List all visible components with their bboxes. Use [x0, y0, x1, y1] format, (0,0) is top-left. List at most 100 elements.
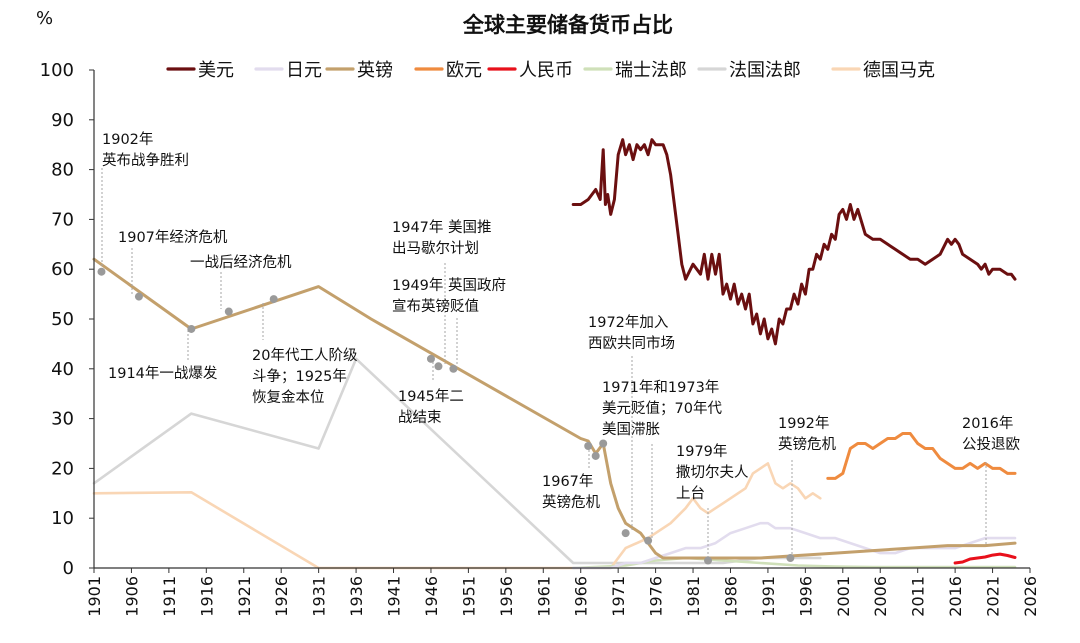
- y-tick-label: 20: [51, 458, 74, 479]
- x-tick-label: 1956: [497, 576, 516, 617]
- legend-label-6: 法国法郎: [729, 60, 801, 81]
- annotation-text: 美国滞胀: [602, 421, 660, 438]
- y-tick-label: 10: [51, 508, 74, 529]
- annotation-text: 1914年一战爆发: [108, 365, 217, 382]
- annotation-text: 20年代工人阶级: [252, 347, 357, 364]
- x-tick-label: 1931: [310, 576, 329, 617]
- x-tick-label: 1981: [684, 576, 703, 617]
- x-tick-label: 1946: [422, 576, 441, 617]
- event-marker: [187, 324, 196, 333]
- event-marker: [426, 354, 435, 363]
- x-tick-label: 2021: [984, 576, 1003, 617]
- x-tick-label: 2006: [871, 576, 890, 617]
- annotation-text: 英镑危机: [542, 493, 600, 511]
- y-tick-label: 80: [51, 160, 74, 181]
- annotation-text: 上台: [676, 485, 705, 502]
- x-tick-label: 1961: [534, 576, 553, 617]
- y-tick-label: 50: [51, 309, 74, 330]
- x-tick-label: 1921: [235, 576, 254, 617]
- annotation-text: 1902年: [102, 131, 153, 148]
- x-tick-label: 1996: [796, 576, 815, 617]
- event-marker: [644, 536, 653, 545]
- series-line-5: [571, 556, 1017, 570]
- x-tick-label: 1936: [347, 576, 366, 617]
- annotation-text: 出马歇尔计划: [392, 240, 479, 257]
- x-tick-label: 1976: [647, 576, 666, 617]
- event-marker: [269, 295, 278, 304]
- series-line-4: [953, 552, 1017, 565]
- legend: 美元 日元 英镑 欧元 人民币 瑞士法郎 法国法郎 德国马克: [166, 60, 935, 81]
- y-tick-label: 90: [51, 110, 74, 131]
- event-marker: [97, 267, 106, 276]
- annotation-text: 1971年和1973年: [602, 379, 719, 396]
- legend-label-7: 德国马克: [863, 60, 935, 81]
- annotation-text: 1972年加入: [588, 314, 668, 331]
- event-marker: [591, 451, 600, 460]
- x-tick-label: 2011: [909, 576, 928, 617]
- event-marker: [224, 307, 233, 316]
- annotation-text: 撒切尔夫人: [676, 464, 749, 481]
- series-line-2: [92, 257, 1017, 560]
- annotation-text: 1907年经济危机: [118, 229, 228, 246]
- x-tick-label: 1951: [459, 576, 478, 617]
- y-tick-label: 0: [63, 558, 74, 579]
- x-tick-label: 1941: [385, 576, 404, 617]
- annotation-text: 1947年 美国推: [392, 219, 492, 236]
- annotation-text: 1992年: [778, 415, 829, 432]
- annotation-text: 1945年二: [398, 388, 464, 405]
- legend-label-2: 英镑: [357, 60, 393, 81]
- y-tick-label: 30: [51, 409, 74, 430]
- annotation-text: 英镑危机: [778, 435, 836, 453]
- x-tick-label: 1986: [721, 576, 740, 617]
- event-marker: [434, 362, 443, 371]
- x-tick-label: 1911: [160, 576, 179, 617]
- annotation-text: 2016年: [962, 415, 1013, 432]
- chart-title: 全球主要储备货币占比: [462, 13, 673, 37]
- x-tick-label: 1906: [122, 576, 141, 617]
- x-tick-label: 1901: [85, 576, 104, 617]
- legend-label-3: 欧元: [446, 60, 482, 81]
- legend-label-5: 瑞士法郎: [615, 60, 687, 81]
- annotation-text: 恢复金本位: [252, 388, 325, 406]
- annotation-text: 宣布英镑贬值: [392, 297, 479, 315]
- x-tick-label: 1916: [197, 576, 216, 617]
- y-tick-label: 70: [51, 209, 74, 230]
- event-marker: [449, 364, 458, 373]
- x-tick-label: 1926: [272, 576, 291, 617]
- x-tick-label: 1971: [609, 576, 628, 617]
- series-line-1: [571, 521, 1017, 570]
- event-marker: [704, 556, 713, 565]
- annotation-text: 1967年: [542, 473, 593, 490]
- legend-label-0: 美元: [198, 60, 234, 81]
- annotation-text: 斗争；1925年: [252, 367, 347, 385]
- event-marker: [134, 292, 143, 301]
- x-tick-label: 2026: [1021, 576, 1040, 617]
- event-markers: [97, 267, 795, 565]
- series-line-7: [92, 462, 822, 570]
- legend-label-4: 人民币: [519, 60, 573, 81]
- annotation-text: 西欧共同市场: [588, 335, 675, 352]
- x-tick-label: 2016: [946, 576, 965, 617]
- series-line-3: [826, 432, 1017, 480]
- event-marker: [621, 529, 630, 538]
- annotation-text: 1979年: [676, 443, 727, 460]
- x-tick-label: 1991: [759, 576, 778, 617]
- annotation-text: 公投退欧: [962, 436, 1020, 453]
- annotation-text: 战结束: [398, 409, 442, 426]
- legend-label-1: 日元: [286, 60, 322, 81]
- annotation-text: 美元贬值；70年代: [602, 400, 722, 417]
- y-tick-label: 60: [51, 259, 74, 280]
- y-tick-label: 40: [51, 359, 74, 380]
- event-marker: [584, 441, 593, 450]
- annotation-text: 1949年 英国政府: [392, 276, 506, 294]
- event-marker: [599, 439, 608, 448]
- series-line-0: [571, 138, 1017, 346]
- x-tick-label: 1966: [572, 576, 591, 617]
- annotation-text: 一战后经济危机: [190, 254, 292, 271]
- y-axis-unit-label: %: [36, 8, 53, 29]
- annotation-text: 英布战争胜利: [102, 151, 189, 169]
- event-marker: [786, 554, 795, 563]
- x-tick-label: 2001: [834, 576, 853, 617]
